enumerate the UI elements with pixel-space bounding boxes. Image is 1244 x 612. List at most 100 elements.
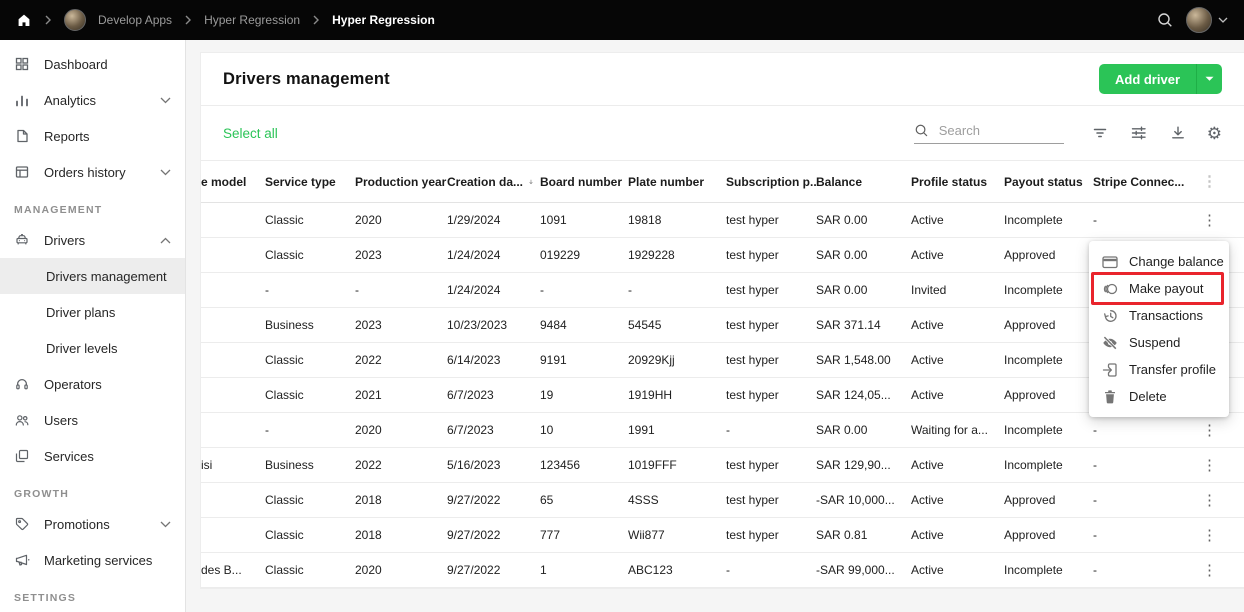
breadcrumb-item-workspace[interactable]: Develop Apps	[98, 13, 173, 27]
menu-item-suspend[interactable]: Suspend	[1089, 329, 1229, 356]
cell-balance: SAR 1,548.00	[816, 353, 891, 367]
add-driver-button[interactable]: Add driver	[1098, 64, 1222, 94]
sidebar-item-marketing-services[interactable]: Marketing services	[0, 542, 185, 578]
home-icon[interactable]	[16, 12, 32, 28]
history-icon	[1101, 307, 1119, 325]
sidebar-item-services[interactable]: Services	[0, 438, 185, 474]
row-kebab-menu-icon[interactable]: ⋮	[1202, 212, 1217, 228]
column-header-profile-status[interactable]: Profile status	[911, 174, 988, 189]
cell-subscription-p: test hyper	[726, 493, 779, 507]
cell-plate-number: 1919HH	[628, 388, 673, 402]
menu-item-label: Change balance	[1129, 254, 1224, 269]
column-header-plate-number[interactable]: Plate number	[628, 174, 705, 189]
drivers-taxi-icon	[14, 232, 30, 248]
row-actions-cell: ⋮	[1193, 423, 1244, 438]
search-field[interactable]	[913, 122, 1064, 144]
download-icon[interactable]	[1168, 123, 1188, 143]
column-header-subscription-p[interactable]: Subscription p...	[726, 174, 816, 189]
sidebar-item-operators[interactable]: Operators	[0, 366, 185, 402]
column-header-payout-status[interactable]: Payout status	[1004, 174, 1083, 189]
breadcrumb-item-project[interactable]: Hyper Regression	[204, 13, 301, 27]
table-row: Business 2023 10/23/2023 9484 54545 test hype…	[201, 308, 1244, 343]
menu-item-delete[interactable]: Delete	[1089, 383, 1229, 410]
cell-service-type: -	[265, 283, 269, 297]
menu-item-transactions[interactable]: Transactions	[1089, 302, 1229, 329]
drivers-management-panel: Drivers management Add driver Select all…	[200, 52, 1244, 589]
row-actions-cell: ⋮	[1193, 493, 1244, 508]
cell-payout-status: Incomplete	[1004, 213, 1063, 227]
sidebar-item-users[interactable]: Users	[0, 402, 185, 438]
menu-item-change-balance[interactable]: Change balance	[1089, 248, 1229, 275]
row-actions-cell: ⋮	[1193, 213, 1244, 228]
cell-service-type: Classic	[265, 388, 304, 402]
sidebar-item-reports[interactable]: Reports	[0, 118, 185, 154]
column-header-service-type[interactable]: Service type	[265, 174, 336, 189]
sidebar-item-analytics[interactable]: Analytics	[0, 82, 185, 118]
cell-stripe-connec: -	[1093, 458, 1097, 472]
cell-stripe-connec: -	[1093, 563, 1097, 577]
row-actions-cell: ⋮	[1193, 563, 1244, 578]
cell-service-type: Classic	[265, 528, 304, 542]
column-header-balance[interactable]: Balance	[816, 174, 863, 189]
cell-creation-da: 1/24/2024	[447, 283, 501, 297]
sidebar-item-promotions[interactable]: Promotions	[0, 506, 185, 542]
row-kebab-menu-icon[interactable]: ⋮	[1202, 457, 1217, 473]
column-header-actions[interactable]: ⋮	[1193, 174, 1244, 189]
trash-icon	[1101, 388, 1119, 406]
breadcrumb-item-current[interactable]: Hyper Regression	[332, 13, 435, 27]
add-driver-dropdown-caret[interactable]	[1196, 64, 1222, 94]
cell-subscription-p: test hyper	[726, 528, 779, 542]
cell-balance: SAR 0.00	[816, 283, 868, 297]
menu-item-label: Transfer profile	[1129, 362, 1216, 377]
menu-item-make-payout[interactable]: Make payout	[1089, 275, 1229, 302]
cell-production-year: 2020	[355, 213, 382, 227]
workspace-avatar[interactable]	[64, 9, 86, 31]
services-icon	[14, 448, 30, 464]
cell-balance: SAR 129,90...	[816, 458, 891, 472]
tune-sliders-icon[interactable]	[1129, 123, 1149, 143]
cell-plate-number: 19818	[628, 213, 662, 227]
add-driver-label[interactable]: Add driver	[1114, 71, 1180, 87]
row-kebab-menu-icon[interactable]: ⋮	[1202, 562, 1217, 578]
cell-subscription-p: test hyper	[726, 248, 779, 262]
menu-item-transfer-profile[interactable]: Transfer profile	[1089, 356, 1229, 383]
cell-production-year: 2023	[355, 318, 382, 332]
cell-service-type: Classic	[265, 213, 304, 227]
column-header-board-number[interactable]: Board number	[540, 174, 623, 189]
cell-plate-number: ABC123	[628, 563, 673, 577]
user-menu[interactable]	[1186, 7, 1228, 33]
sidebar-item-drivers[interactable]: Drivers	[0, 222, 185, 258]
column-settings-kebab-icon[interactable]: ⋮	[1202, 174, 1217, 189]
filter-icon[interactable]	[1090, 123, 1110, 143]
cell-board-number: 123456	[540, 458, 581, 472]
row-actions-cell: ⋮	[1193, 458, 1244, 473]
sidebar-item-driver-levels[interactable]: Driver levels	[46, 340, 118, 356]
cell-payout-status: Incomplete	[1004, 353, 1063, 367]
sidebar-section-settings: SETTINGS	[14, 592, 77, 604]
column-header-stripe-connec[interactable]: Stripe Connec...	[1093, 174, 1185, 189]
cell-payout-status: Approved	[1004, 248, 1056, 262]
search-icon[interactable]	[1156, 11, 1174, 29]
breadcrumb-separator-icon	[44, 15, 52, 25]
cell-production-year: 2020	[355, 563, 382, 577]
search-input[interactable]	[936, 122, 1047, 139]
row-kebab-menu-icon[interactable]: ⋮	[1202, 527, 1217, 543]
cell-plate-number: 1929228	[628, 248, 675, 262]
column-header-production-year[interactable]: Production year	[355, 174, 447, 189]
sidebar-item-drivers-management[interactable]: Drivers management	[0, 258, 185, 294]
sidebar-item-driver-plans[interactable]: Driver plans	[46, 304, 116, 320]
cell-service-type: -	[265, 423, 269, 437]
sidebar-item-dashboard[interactable]: Dashboard	[0, 46, 185, 82]
column-header-creation-da[interactable]: Creation da...	[447, 175, 540, 189]
sidebar-item-label: Reports	[44, 128, 90, 144]
settings-gear-icon[interactable]: ⚙	[1206, 123, 1222, 143]
row-kebab-menu-icon[interactable]: ⋮	[1202, 492, 1217, 508]
cell-creation-da: 6/7/2023	[447, 388, 494, 402]
cell-payout-status: Approved	[1004, 388, 1056, 402]
column-header-e-model[interactable]: e model	[201, 174, 247, 189]
dashboard-icon	[14, 56, 30, 72]
sidebar-item-orders-history[interactable]: Orders history	[0, 154, 185, 190]
select-all-link[interactable]: Select all	[223, 125, 278, 141]
sidebar-item-label: Dashboard	[44, 56, 108, 72]
row-kebab-menu-icon[interactable]: ⋮	[1202, 422, 1217, 438]
